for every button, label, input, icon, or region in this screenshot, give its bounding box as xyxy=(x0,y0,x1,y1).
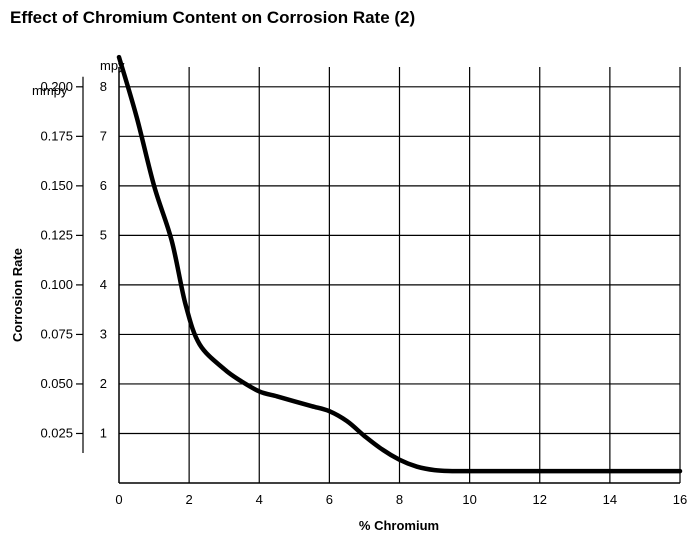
series-line-0 xyxy=(116,54,683,474)
y-tick-label-mpy: 6 xyxy=(100,178,107,193)
axes xyxy=(82,67,680,484)
y-tick-label-mpy: 5 xyxy=(100,227,107,242)
chart-title: Effect of Chromium Content on Corrosion … xyxy=(10,8,416,27)
grid-lines xyxy=(119,67,681,483)
y-axis-label: Corrosion Rate xyxy=(10,248,25,342)
y-tick-label-mmpy: 0.150 xyxy=(40,178,73,193)
x-tick-label: 12 xyxy=(533,492,547,507)
y-unit-primary-label: mpy xyxy=(100,58,125,73)
y-tick-label-mpy: 2 xyxy=(100,376,107,391)
y-tick-label-mpy: 3 xyxy=(100,326,107,341)
x-tick-label: 16 xyxy=(673,492,687,507)
y-tick-label-mpy: 1 xyxy=(100,425,107,440)
y-tick-label-mmpy: 0.075 xyxy=(40,326,73,341)
y-tick-label-mpy: 8 xyxy=(100,79,107,94)
y-tick-label-mmpy: 0.100 xyxy=(40,277,73,292)
x-axis-label: % Chromium xyxy=(359,518,439,533)
x-tick-label: 2 xyxy=(186,492,193,507)
y-tick-label-mmpy: 0.125 xyxy=(40,227,73,242)
tick-marks: 0 2 4 6 8 10 12 14 16123456780.0250.0500.0750.10… xyxy=(40,79,687,507)
x-tick-label: 10 xyxy=(462,492,476,507)
y-tick-label-mpy: 4 xyxy=(100,277,107,292)
series-layer xyxy=(116,54,683,474)
y-tick-label-mmpy: 0.050 xyxy=(40,376,73,391)
y-tick-label-mmpy: 0.175 xyxy=(40,128,73,143)
y-tick-label-mmpy: 0.025 xyxy=(40,425,73,440)
y-tick-label-mpy: 7 xyxy=(100,128,107,143)
x-tick-label: 14 xyxy=(603,492,617,507)
x-tick-label: 8 xyxy=(396,492,403,507)
y-unit-secondary-label: mmpy xyxy=(32,83,68,98)
x-tick-label: 6 xyxy=(326,492,333,507)
y-tick-label-mmpy: 0.200 xyxy=(40,79,73,94)
x-tick-label: 4 xyxy=(256,492,263,507)
x-tick-label: 0 xyxy=(115,492,122,507)
